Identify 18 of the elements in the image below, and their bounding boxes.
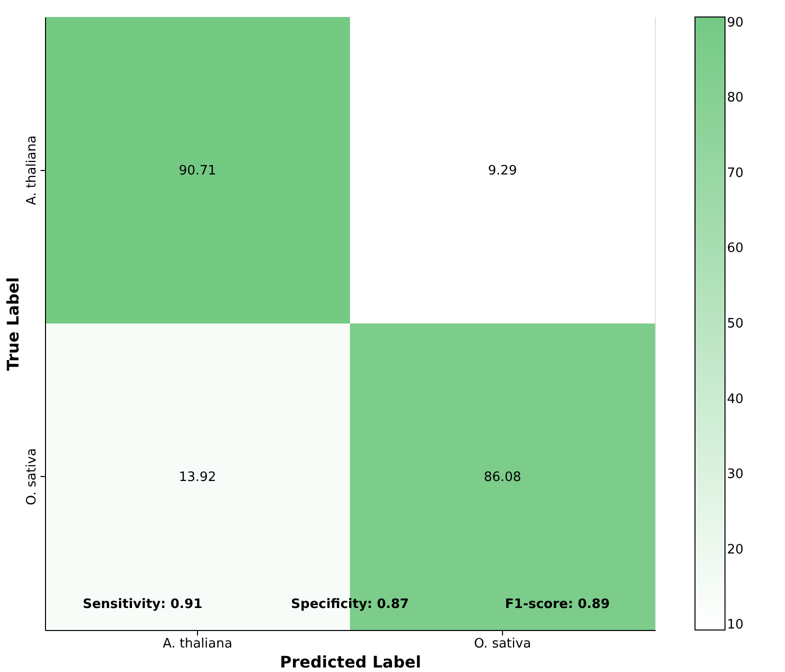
color-bar-label: 20 (727, 542, 744, 558)
data-label: 86.08 (484, 470, 522, 485)
annotation: Specificity: 0.87 (291, 597, 409, 612)
color-bar-label: 60 (727, 241, 744, 256)
data-label: 90.71 (178, 163, 216, 178)
annotation: Sensitivity: 0.91 (82, 597, 202, 612)
color-bar-label: 50 (727, 316, 744, 332)
x-axis-title: Predicted Label (280, 652, 422, 672)
data-label: 13.92 (178, 470, 216, 485)
color-bar-label: 10 (727, 618, 744, 633)
data-label: 9.29 (488, 163, 517, 178)
color-bar-label: 80 (727, 90, 744, 106)
color-bar-label: 90 (727, 15, 744, 30)
y-axis-title: True Label (4, 277, 22, 371)
annotation: F1-score: 0.89 (505, 597, 610, 612)
color-bar-label: 30 (727, 467, 744, 482)
color-bar-label: 70 (727, 166, 744, 181)
color-bar-label: 40 (727, 392, 744, 407)
